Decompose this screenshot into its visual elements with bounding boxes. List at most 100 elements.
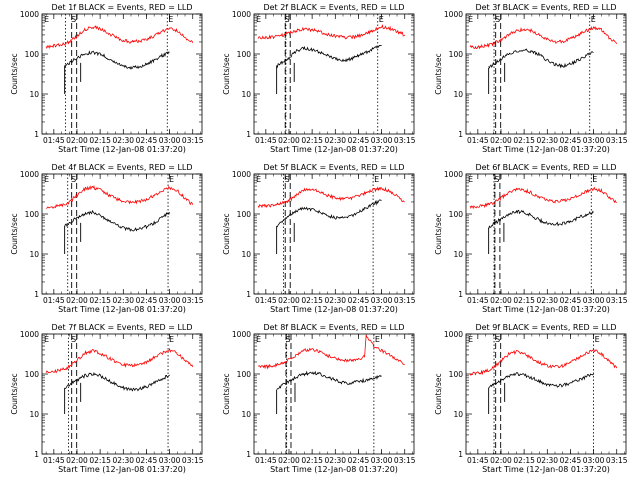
- panel-1-marker-label: E: [44, 15, 49, 24]
- panel-8-marker-label: S: [285, 335, 290, 344]
- panel-2-y-tick-label: 1000: [232, 10, 251, 19]
- panel-6-x-tick-label: 02:15: [513, 296, 535, 305]
- panel-7-events-series-line: [64, 371, 170, 392]
- panel-6-marker-label: E: [468, 175, 473, 184]
- panel-7-lld-series-line: [45, 347, 194, 374]
- panel-7-title: Det 7f BLACK = Events, RED = LLD: [51, 323, 192, 332]
- panel-4-marker-label: S: [71, 175, 76, 184]
- panel-3-y-tick-label: 1000: [444, 10, 463, 19]
- panel-2: Det 2f BLACK = Events, RED = LLD 1 10 100 10…: [222, 3, 416, 154]
- panel-9-x-tick-label: 02:00: [490, 456, 512, 465]
- panel-4-x-axis-label: Start Time (12-Jan-08 01:37:20): [58, 305, 186, 314]
- panel-2-y-tick-label: 1: [246, 130, 251, 139]
- panel-5-y-tick-label: 10: [241, 250, 251, 259]
- panel-5-marker-label: S: [285, 175, 290, 184]
- panel-2-y-tick-label: 10: [241, 90, 251, 99]
- panel-4-x-tick-label: 02:30: [112, 296, 134, 305]
- panel-3-lld-series-line: [469, 25, 618, 50]
- panel-9-x-tick-label: 02:30: [536, 456, 558, 465]
- panel-5-axes-frame: [253, 173, 415, 295]
- panel-9-x-tick-label: 03:00: [583, 456, 605, 465]
- panel-5-x-tick-label: 03:00: [371, 296, 393, 305]
- panel-2-events-series-line: [276, 44, 382, 69]
- panel-7-x-tick-label: 02:30: [112, 456, 134, 465]
- panel-2-y-tick-label: 100: [237, 50, 252, 59]
- panel-1-y-tick-label: 1: [34, 130, 39, 139]
- panel-3-x-tick-label: 02:15: [513, 136, 535, 145]
- panel-9-marker-label: S: [495, 335, 500, 344]
- panel-6-y-axis-label: Counts/sec: [434, 213, 443, 254]
- panel-1-x-tick-label: 02:45: [136, 136, 158, 145]
- panel-9-marker-label: E: [468, 335, 473, 344]
- panel-8-x-tick-label: 03:00: [371, 456, 393, 465]
- panel-9-title: Det 9f BLACK = Events, RED = LLD: [475, 323, 616, 332]
- panel-7-x-tick-label: 01:45: [43, 456, 65, 465]
- panel-4: Det 4f BLACK = Events, RED = LLD 1 10 100 10…: [10, 163, 204, 314]
- panel-4-y-tick-label: 1: [34, 290, 39, 299]
- panel-7-x-axis-label: Start Time (12-Jan-08 01:37:20): [58, 465, 186, 474]
- panel-2-marker-label: E: [379, 15, 384, 24]
- panel-2-x-tick-label: 03:00: [371, 136, 393, 145]
- panel-1-y-tick-label: 10: [29, 90, 39, 99]
- panel-8-events-series-line: [276, 370, 382, 390]
- panel-7-y-tick-label: 10: [29, 410, 39, 419]
- panel-6-marker-label: E: [592, 175, 597, 184]
- panel-7-y-tick-label: 100: [25, 370, 40, 379]
- panel-8-x-axis-label: Start Time (12-Jan-08 01:37:20): [270, 465, 398, 474]
- panel-5-x-tick-label: 03:15: [394, 296, 416, 305]
- panel-1-y-tick-label: 1000: [20, 10, 39, 19]
- panel-1-x-tick-label: 02:00: [66, 136, 88, 145]
- panel-6-lld-series-line: [469, 186, 617, 210]
- panel-7: Det 7f BLACK = Events, RED = LLD 1 10 100 10…: [10, 323, 204, 474]
- panel-9-y-tick-label: 1000: [444, 330, 463, 339]
- panel-8-y-tick-label: 1: [246, 450, 251, 459]
- panel-2-x-tick-label: 02:30: [324, 136, 346, 145]
- panel-7-x-tick-label: 03:15: [182, 456, 204, 465]
- panel-2-x-tick-label: 02:00: [278, 136, 300, 145]
- panel-5-marker-label: E: [374, 175, 379, 184]
- panel-4-marker-label: E: [44, 175, 49, 184]
- panel-7-y-tick-label: 1: [34, 450, 39, 459]
- panel-5-marker-label: E: [256, 175, 261, 184]
- panel-2-marker-label: E: [256, 15, 261, 24]
- panel-8-x-tick-label: 02:15: [301, 456, 323, 465]
- panel-2-x-tick-label: 02:45: [348, 136, 370, 145]
- panel-1-marker-label: S: [71, 15, 76, 24]
- panel-4-x-tick-label: 03:15: [182, 296, 204, 305]
- panel-1-axes-frame: [41, 13, 203, 135]
- panel-9-marker-label: E: [595, 335, 600, 344]
- panel-6-marker-label: S: [494, 175, 499, 184]
- panel-8-lld-series-line: [257, 335, 405, 370]
- panel-6-title: Det 6f BLACK = Events, RED = LLD: [475, 163, 616, 172]
- panel-4-title: Det 4f BLACK = Events, RED = LLD: [51, 163, 192, 172]
- panel-3-y-tick-label: 1: [458, 130, 463, 139]
- panel-6-x-tick-label: 02:45: [560, 296, 582, 305]
- panel-1-title: Det 1f BLACK = Events, RED = LLD: [51, 3, 192, 12]
- panel-6: Det 6f BLACK = Events, RED = LLD 1 10 100 10…: [434, 163, 628, 314]
- panel-1-lld-series-line: [45, 25, 194, 50]
- panel-6-y-tick-label: 10: [453, 250, 463, 259]
- panel-2-x-tick-label: 02:15: [301, 136, 323, 145]
- panel-3-y-axis-label: Counts/sec: [434, 53, 443, 94]
- panel-2-x-tick-label: 03:15: [394, 136, 416, 145]
- panel-9-y-tick-label: 100: [449, 370, 464, 379]
- panel-5-y-tick-label: 1: [246, 290, 251, 299]
- panel-4-y-tick-label: 100: [25, 210, 40, 219]
- panel-4-lld-series-line: [46, 185, 194, 209]
- panel-3-y-tick-label: 100: [449, 50, 464, 59]
- panel-4-axes-frame: [41, 173, 203, 295]
- panel-3-events-series-line: [488, 48, 594, 69]
- panel-1-x-tick-label: 02:15: [89, 136, 111, 145]
- panel-3-x-tick-label: 03:00: [583, 136, 605, 145]
- panel-9: Det 9f BLACK = Events, RED = LLD 1 10 100 10…: [434, 323, 628, 474]
- panel-8-y-tick-label: 100: [237, 370, 252, 379]
- panel-3-title: Det 3f BLACK = Events, RED = LLD: [475, 3, 616, 12]
- panel-5-x-tick-label: 01:45: [255, 296, 277, 305]
- panel-9-x-axis-label: Start Time (12-Jan-08 01:37:20): [482, 465, 610, 474]
- panel-7-marker-label: E: [44, 335, 49, 344]
- panel-2-lld-series-line: [257, 23, 406, 40]
- panel-7-marker-label: E: [169, 335, 174, 344]
- panel-1-y-axis-label: Counts/sec: [10, 53, 19, 94]
- panel-6-y-tick-label: 1000: [444, 170, 463, 179]
